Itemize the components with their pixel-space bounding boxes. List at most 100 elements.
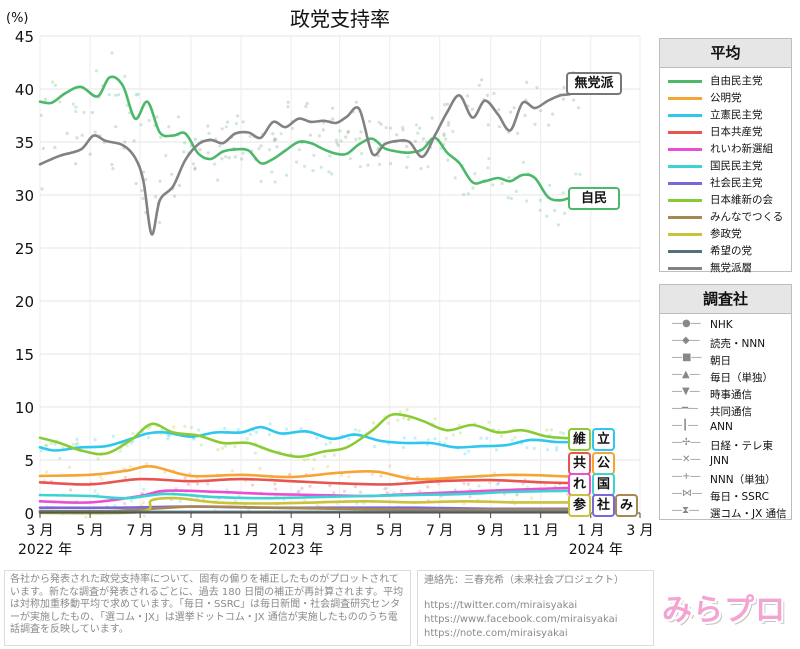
poll-point [462, 193, 466, 197]
poll-point [182, 150, 186, 154]
poll-point [430, 116, 434, 120]
pollster-item: ―◆― 読売・NNN [660, 335, 791, 352]
poll-point [176, 115, 180, 119]
plus-marker-icon: ―+― [672, 471, 701, 482]
poll-point [413, 139, 417, 143]
pollster-item: ―✕― JNN [660, 454, 791, 471]
poll-point [223, 444, 228, 448]
poll-point [574, 172, 578, 176]
poll-point [224, 125, 228, 129]
poll-point [144, 177, 148, 182]
twitter-link[interactable]: https://twitter.com/miraisyakai [424, 600, 578, 611]
poll-point [339, 139, 343, 143]
poll-point [100, 477, 104, 481]
pollster-label: 朝日 [710, 355, 731, 367]
poll-point [446, 123, 451, 127]
poll-point [342, 489, 347, 493]
poll-point [406, 474, 410, 478]
poll-point [488, 481, 492, 485]
poll-point [561, 97, 566, 101]
poll-point [65, 131, 69, 135]
poll-point [405, 165, 409, 169]
poll-point [559, 431, 563, 435]
poll-point [259, 179, 263, 183]
poll-point [402, 416, 406, 420]
end-label-ldp: 自民 [568, 187, 620, 210]
poll-point [414, 123, 419, 127]
y-tick-label: 40 [15, 81, 34, 99]
legend-swatch [668, 199, 702, 202]
poll-point [344, 135, 348, 139]
poll-point [442, 134, 446, 138]
poll-point [236, 427, 240, 432]
poll-point [371, 421, 376, 425]
poll-point [473, 172, 477, 176]
poll-point [401, 125, 405, 129]
poll-point [220, 446, 224, 450]
poll-point [346, 129, 350, 133]
poll-point [80, 133, 84, 137]
series-line [38, 486, 583, 504]
legend-swatch [668, 80, 702, 83]
poll-point [468, 494, 472, 499]
poll-point [272, 139, 276, 143]
legend-label: 日本共産党 [710, 126, 763, 138]
poll-point [74, 105, 78, 109]
pollster-item: ―⋈― 毎日・SSRC [660, 488, 791, 505]
poll-point [332, 453, 336, 457]
poll-point [311, 467, 315, 471]
poll-point [131, 432, 135, 436]
poll-point [354, 428, 358, 432]
poll-point [230, 469, 234, 473]
facebook-link[interactable]: https://www.facebook.com/miraisyakai [424, 614, 618, 625]
poll-point [386, 421, 390, 425]
poll-point [254, 430, 259, 434]
series-line [38, 75, 583, 202]
poll-point [225, 488, 229, 492]
poll-point [562, 85, 566, 89]
poll-point [88, 152, 92, 156]
poll-point [326, 465, 330, 469]
poll-point [300, 486, 304, 490]
poll-point [44, 97, 48, 101]
series-line [38, 489, 583, 500]
poll-point [336, 143, 340, 148]
poll-point [379, 474, 383, 478]
poll-point [67, 465, 72, 469]
poll-point [384, 126, 388, 130]
poll-point [45, 444, 49, 448]
poll-point [330, 172, 334, 176]
poll-point [267, 148, 272, 152]
poll-point [525, 199, 529, 203]
poll-point [267, 432, 271, 437]
poll-point [308, 133, 313, 137]
pollster-label: 毎日（単独） [710, 372, 773, 384]
poll-point [279, 132, 283, 136]
y-tick-label: 0 [24, 505, 34, 523]
poll-point [399, 489, 403, 493]
poll-point [39, 449, 44, 453]
poll-point [268, 422, 272, 426]
poll-point [317, 134, 321, 138]
poll-point [515, 493, 519, 497]
legend-swatch [668, 131, 702, 134]
poll-point [71, 102, 75, 106]
poll-point [224, 155, 228, 159]
legend-item: 国民民主党 [660, 157, 791, 174]
legend-swatch [668, 114, 702, 117]
legend-item: 社会民主党 [660, 174, 791, 191]
legend-label: みんなでつくる [710, 211, 784, 223]
poll-point [142, 487, 146, 492]
poll-point [241, 120, 245, 124]
series-line [38, 496, 583, 515]
poll-point [549, 428, 554, 432]
poll-point [398, 410, 402, 414]
poll-point [486, 123, 490, 127]
poll-point [470, 107, 474, 111]
x-tick-label: 11 月 [523, 523, 559, 539]
poll-point [533, 122, 537, 126]
poll-point [303, 498, 307, 502]
poll-point [407, 417, 411, 421]
note-link[interactable]: https://note.com/miraisyakai [424, 628, 568, 639]
poll-point [515, 492, 519, 496]
